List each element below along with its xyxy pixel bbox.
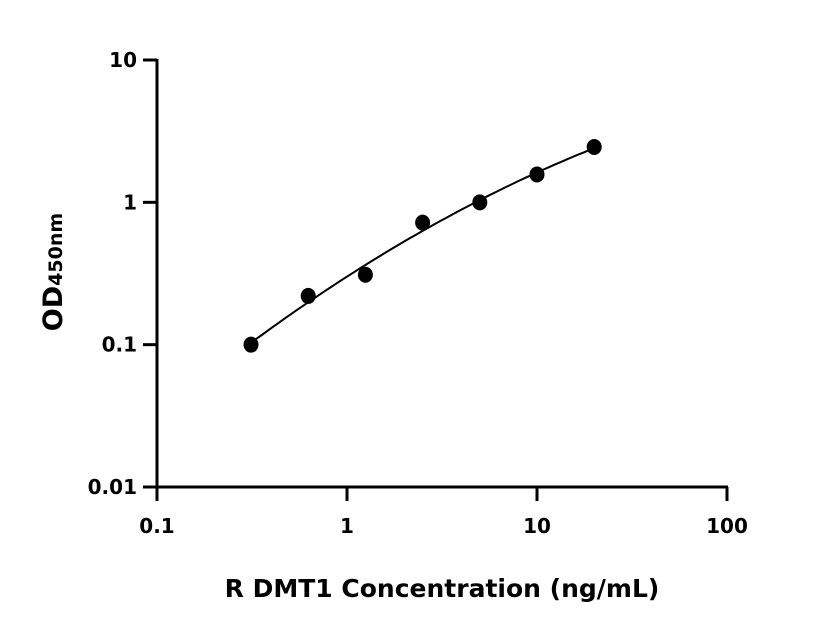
y-tick-label: 10 xyxy=(109,48,137,72)
x-tick-label: 100 xyxy=(706,514,748,538)
data-point xyxy=(357,266,373,283)
y-axis-label: OD450nm xyxy=(38,213,69,331)
x-tick-label: 10 xyxy=(523,514,551,538)
y-tick-label: 0.1 xyxy=(102,333,137,357)
y-tick-label: 1 xyxy=(123,190,137,214)
y-axis-label-subscript: 450nm xyxy=(45,213,67,286)
data-point xyxy=(586,138,602,155)
data-point xyxy=(529,166,545,183)
data-point xyxy=(415,214,431,231)
data-point xyxy=(243,336,259,353)
data-point xyxy=(300,287,316,304)
data-points xyxy=(243,138,602,353)
y-tick-label: 0.01 xyxy=(88,475,137,499)
x-tick-label: 1 xyxy=(340,514,354,538)
data-point xyxy=(472,194,488,211)
x-axis-label: R DMT1 Concentration (ng/mL) xyxy=(225,574,660,603)
y-axis-label-main: OD xyxy=(38,286,69,331)
x-tick-label: 0.1 xyxy=(139,514,174,538)
